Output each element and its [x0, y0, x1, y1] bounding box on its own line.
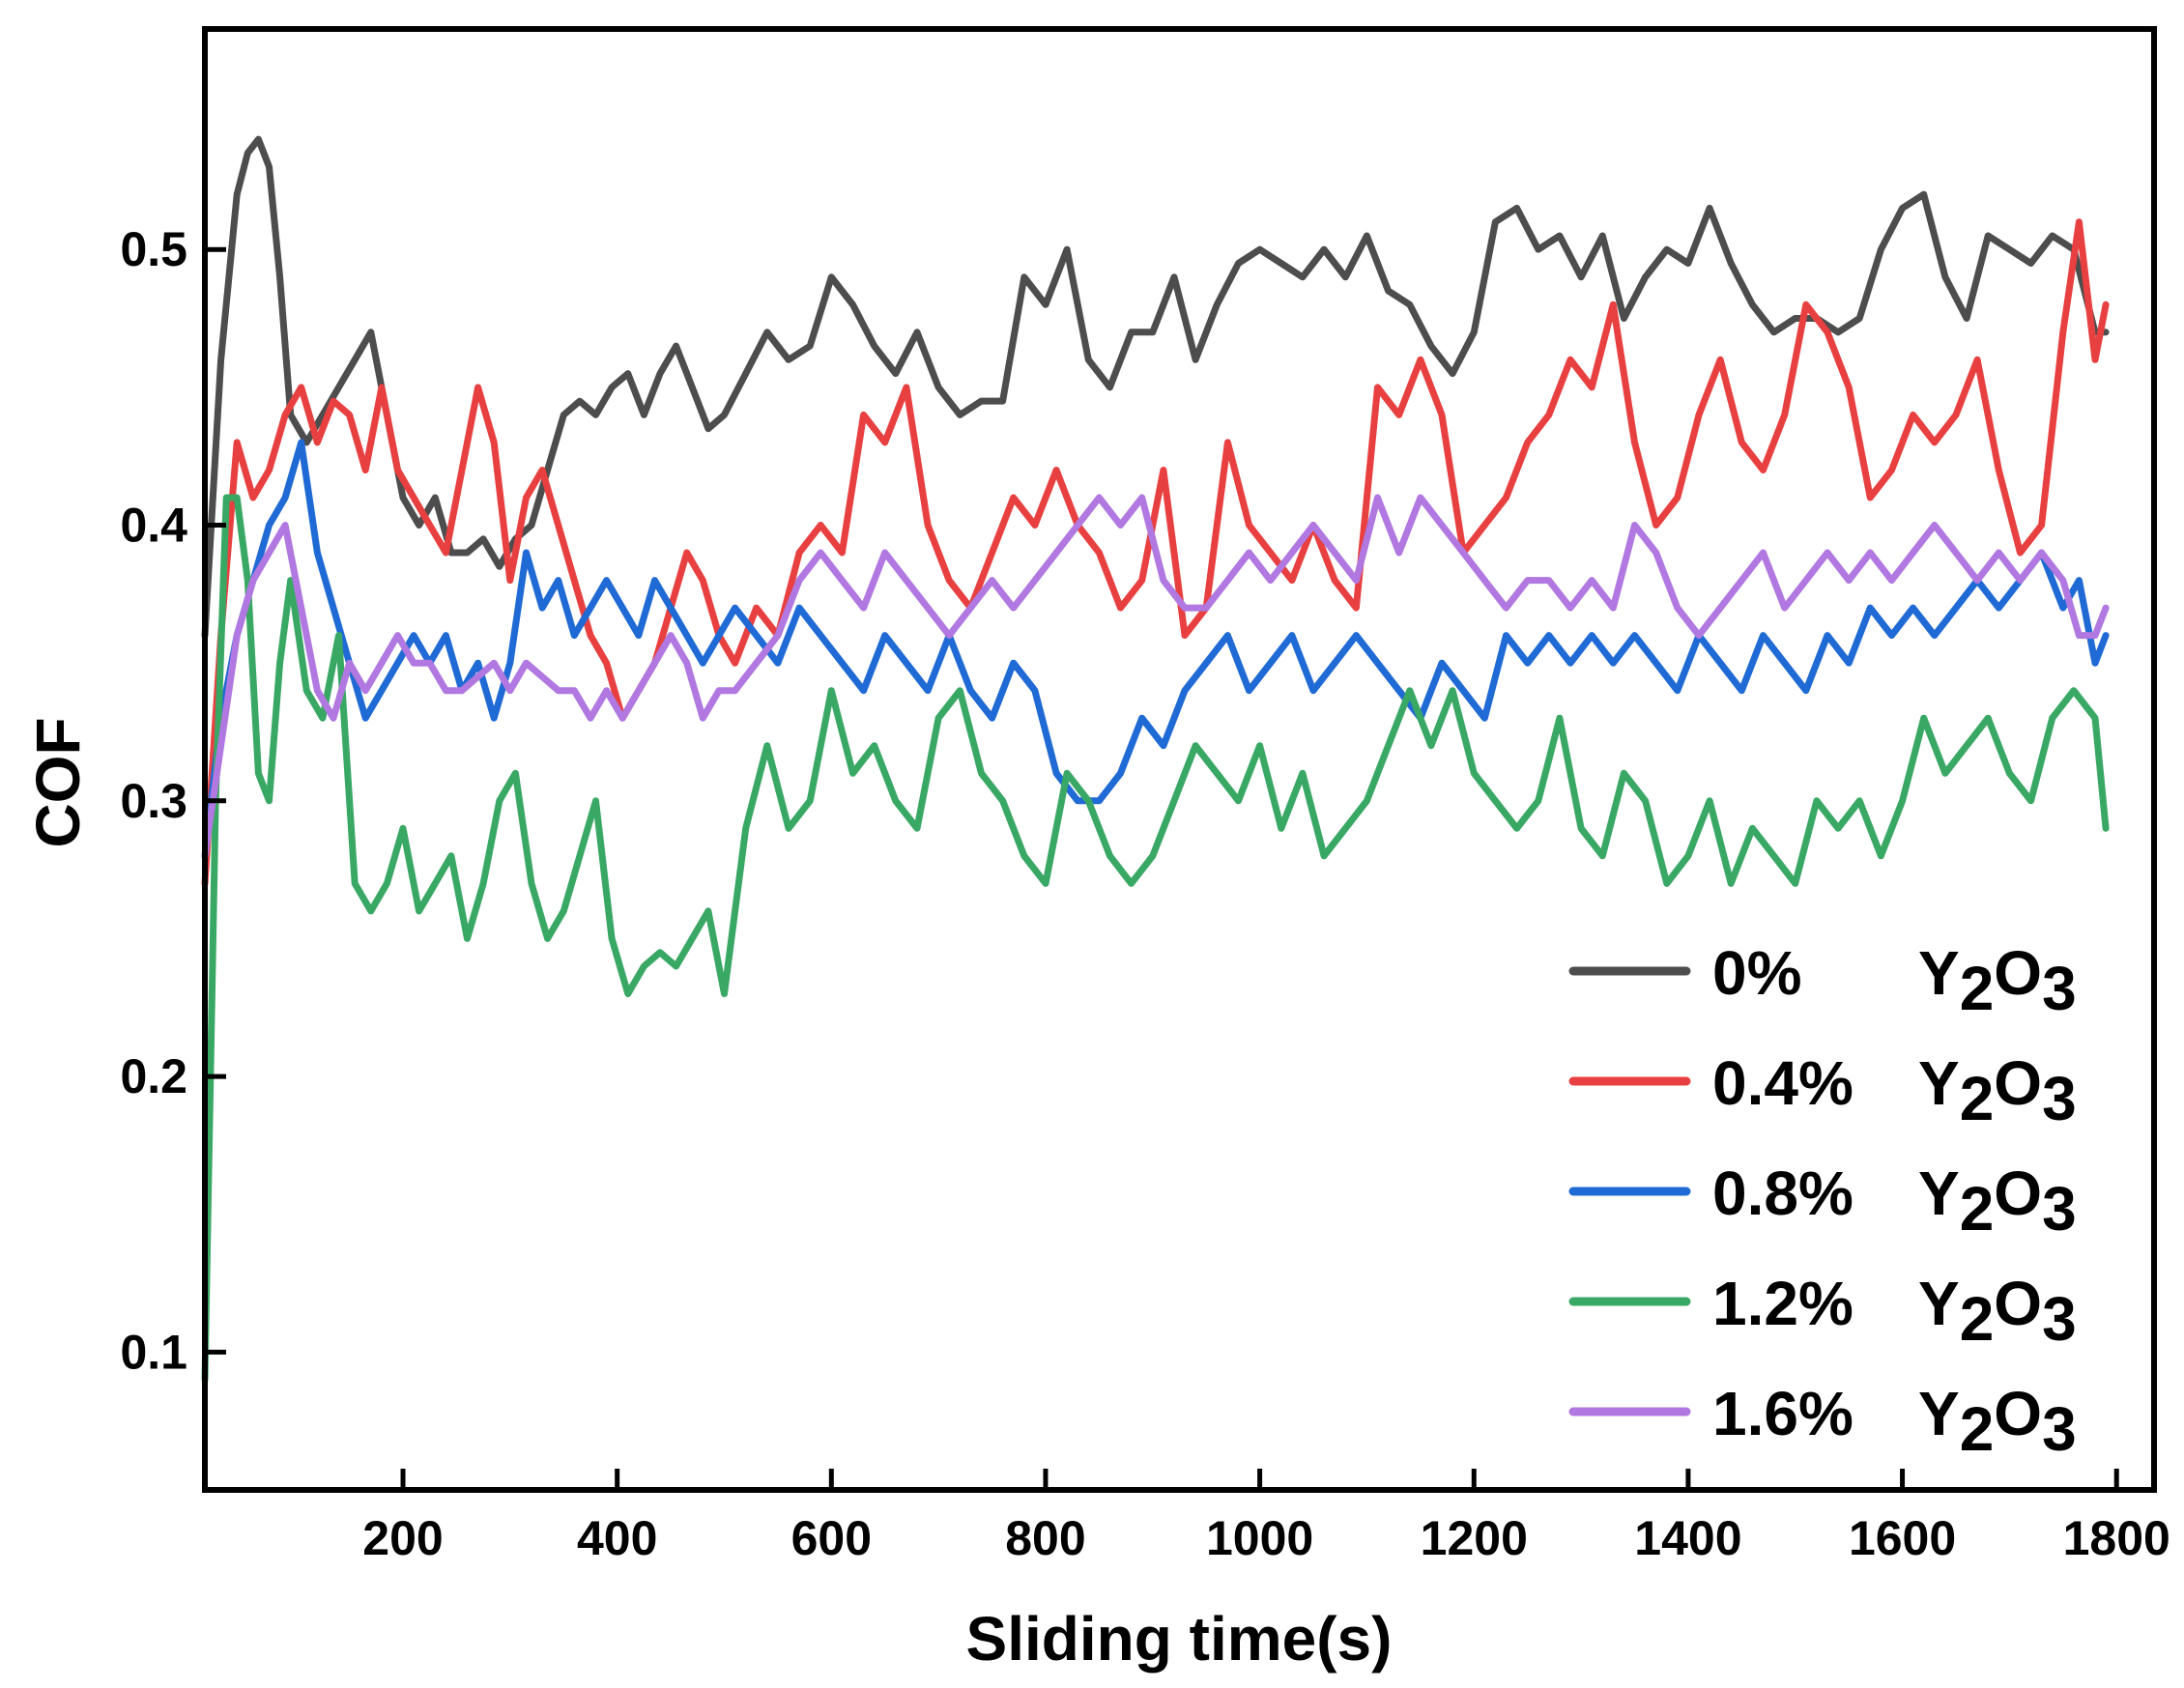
x-tick-label: 1400 [1634, 1511, 1741, 1565]
x-tick-label: 800 [1005, 1511, 1085, 1565]
legend-compound-3: Y2O3 [1918, 1269, 2077, 1354]
x-tick-label: 400 [577, 1511, 657, 1565]
series-line-3 [201, 494, 2110, 1384]
x-axis-title: Sliding time(s) [966, 1604, 1393, 1674]
y-tick-label: 0.3 [120, 774, 187, 828]
legend-label-2: 0.8% [1712, 1159, 1854, 1228]
legend-compound-4: Y2O3 [1918, 1379, 2077, 1464]
y-tick-label: 0.4 [120, 499, 187, 553]
axes: 200 400 600 800 1000 1200 1400 1600 1800 0.1 0.2 0.… [120, 222, 2170, 1565]
legend-label-4: 1.6% [1712, 1379, 1854, 1448]
series-layer [201, 135, 2110, 1384]
legend-label-0: 0% [1712, 938, 1802, 1008]
series-line-4 [201, 494, 2110, 860]
plot-frame [202, 26, 2157, 1493]
y-tick-label: 0.5 [120, 222, 187, 276]
y-tick-label: 0.2 [120, 1049, 187, 1103]
x-tick-label: 1000 [1206, 1511, 1313, 1565]
x-tick-label: 600 [791, 1511, 872, 1565]
y-axis-title: COF [23, 717, 93, 847]
legend-compound-0: Y2O3 [1918, 938, 2077, 1023]
x-tick-label: 200 [362, 1511, 443, 1565]
legend-compound-1: Y2O3 [1918, 1048, 2077, 1133]
y-tick-label: 0.1 [120, 1325, 187, 1379]
x-tick-label: 1200 [1421, 1511, 1528, 1565]
legend-label-1: 0.4% [1712, 1048, 1854, 1118]
x-tick-label: 1800 [2063, 1511, 2170, 1565]
legend: 0% Y2O3 0.4% Y2O3 0.8% Y2O3 1.2% Y2O3 1.6% Y2O3 [1568, 938, 2077, 1464]
x-tick-label: 1600 [1849, 1511, 1956, 1565]
series-line-2 [201, 439, 2110, 860]
legend-compound-2: Y2O3 [1918, 1159, 2077, 1244]
series-line-0 [201, 135, 2110, 640]
legend-label-3: 1.2% [1712, 1269, 1854, 1338]
